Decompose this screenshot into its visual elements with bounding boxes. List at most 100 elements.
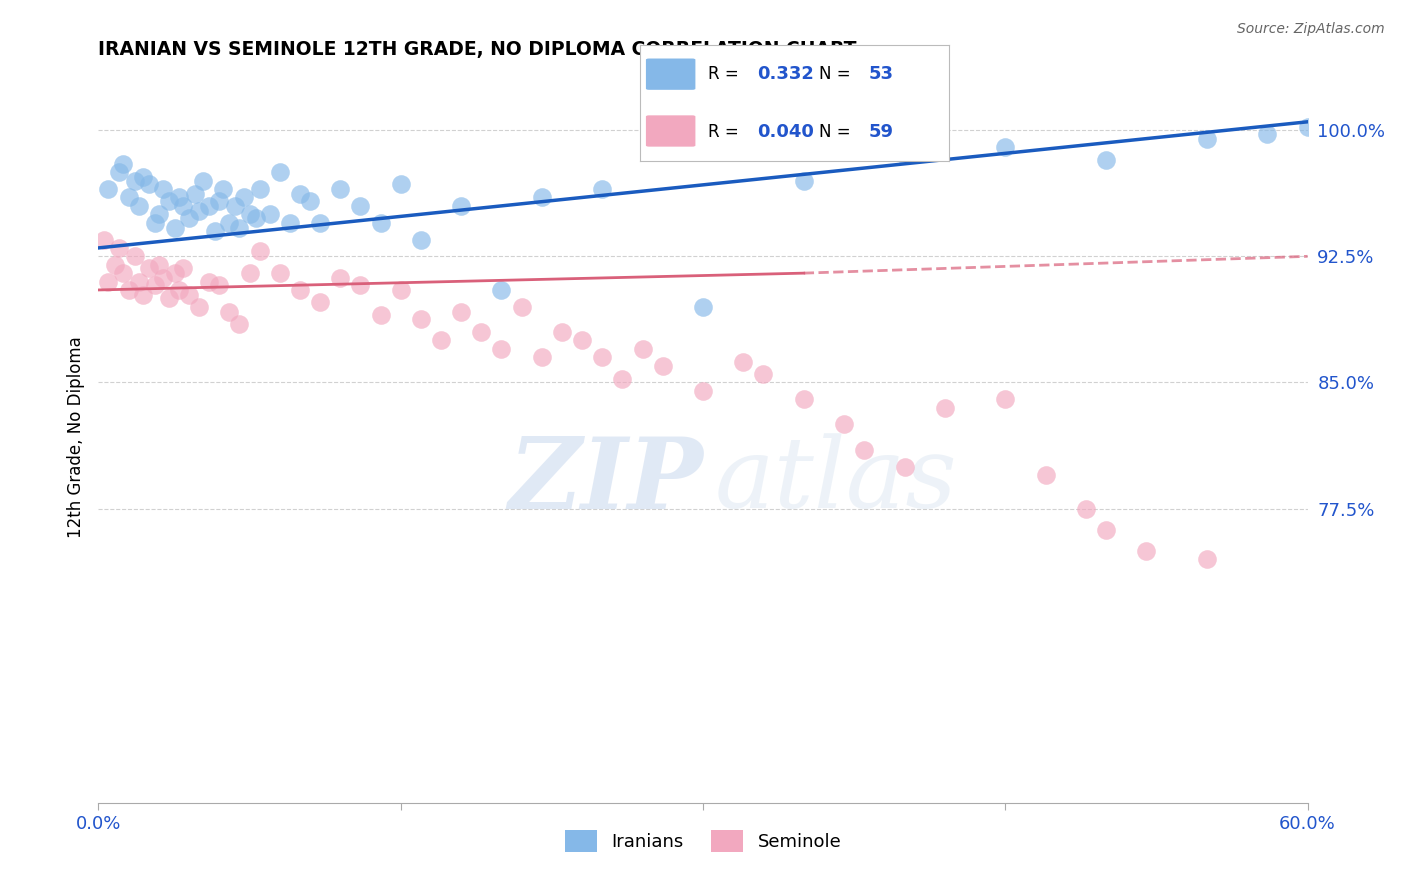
Point <box>994 140 1017 154</box>
Point <box>111 266 134 280</box>
Text: Source: ZipAtlas.com: Source: ZipAtlas.com <box>1237 22 1385 37</box>
Point <box>148 207 170 221</box>
Point <box>530 350 553 364</box>
Point <box>152 182 174 196</box>
Point <box>591 182 613 196</box>
Point <box>157 291 180 305</box>
Point <box>329 182 352 196</box>
Point <box>329 271 352 285</box>
Point <box>107 165 129 179</box>
Point <box>1195 131 1218 145</box>
Text: 59: 59 <box>869 122 894 141</box>
Point <box>470 325 492 339</box>
Point <box>193 174 215 188</box>
Point <box>349 199 371 213</box>
Point <box>530 190 553 204</box>
Point <box>232 190 254 204</box>
Point <box>128 275 150 289</box>
Text: N =: N = <box>820 122 856 141</box>
Point <box>591 350 613 364</box>
Point <box>269 165 291 179</box>
Point <box>409 233 432 247</box>
Point <box>93 233 115 247</box>
Point <box>208 277 231 292</box>
Point <box>239 266 262 280</box>
Text: R =: R = <box>707 64 744 83</box>
Point <box>288 283 311 297</box>
Point <box>124 249 146 263</box>
Point <box>163 266 186 280</box>
Point <box>172 199 194 213</box>
Point <box>179 211 201 225</box>
Point <box>1095 524 1118 538</box>
Point <box>172 261 194 276</box>
FancyBboxPatch shape <box>645 59 696 90</box>
Point <box>103 258 125 272</box>
Text: R =: R = <box>707 122 744 141</box>
Point <box>853 442 876 457</box>
Point <box>1296 120 1319 134</box>
Point <box>138 177 160 191</box>
Point <box>692 300 714 314</box>
Point <box>143 277 166 292</box>
FancyBboxPatch shape <box>645 115 696 146</box>
Point <box>269 266 291 280</box>
Text: 0.040: 0.040 <box>758 122 814 141</box>
Point <box>793 392 815 407</box>
Point <box>510 300 533 314</box>
Point <box>97 275 120 289</box>
Point <box>278 216 301 230</box>
Point <box>224 199 246 213</box>
Point <box>245 211 267 225</box>
Point <box>309 216 332 230</box>
Point <box>152 271 174 285</box>
Point <box>430 334 453 348</box>
Point <box>128 199 150 213</box>
Point <box>198 199 221 213</box>
Point <box>124 174 146 188</box>
Point <box>370 216 392 230</box>
Point <box>389 283 412 297</box>
Point <box>450 305 472 319</box>
Point <box>118 283 141 297</box>
Point <box>893 459 915 474</box>
Point <box>212 182 235 196</box>
Text: 0.332: 0.332 <box>758 64 814 83</box>
Text: ZIP: ZIP <box>508 433 703 529</box>
Point <box>309 294 332 309</box>
Point <box>450 199 472 213</box>
Point <box>198 275 221 289</box>
Point <box>97 182 120 196</box>
Point <box>184 187 207 202</box>
Point <box>692 384 714 398</box>
Point <box>1074 501 1097 516</box>
Point <box>1035 467 1057 482</box>
Point <box>651 359 673 373</box>
Legend: Iranians, Seminole: Iranians, Seminole <box>557 823 849 860</box>
Point <box>228 317 250 331</box>
Point <box>288 187 311 202</box>
Point <box>612 372 634 386</box>
Point <box>249 244 271 259</box>
Point <box>111 157 134 171</box>
Point <box>132 288 155 302</box>
Point <box>239 207 262 221</box>
Point <box>994 392 1017 407</box>
Point <box>893 148 915 162</box>
Point <box>138 261 160 276</box>
Point <box>228 220 250 235</box>
Point <box>132 170 155 185</box>
Point <box>218 305 240 319</box>
Point <box>143 216 166 230</box>
Point <box>249 182 271 196</box>
Point <box>1256 127 1278 141</box>
Point <box>167 283 190 297</box>
Point <box>188 300 211 314</box>
Point <box>299 194 322 208</box>
Text: 53: 53 <box>869 64 894 83</box>
Point <box>259 207 281 221</box>
Point <box>793 174 815 188</box>
Point <box>349 277 371 292</box>
Text: IRANIAN VS SEMINOLE 12TH GRADE, NO DIPLOMA CORRELATION CHART: IRANIAN VS SEMINOLE 12TH GRADE, NO DIPLO… <box>98 39 856 59</box>
Point <box>163 220 186 235</box>
